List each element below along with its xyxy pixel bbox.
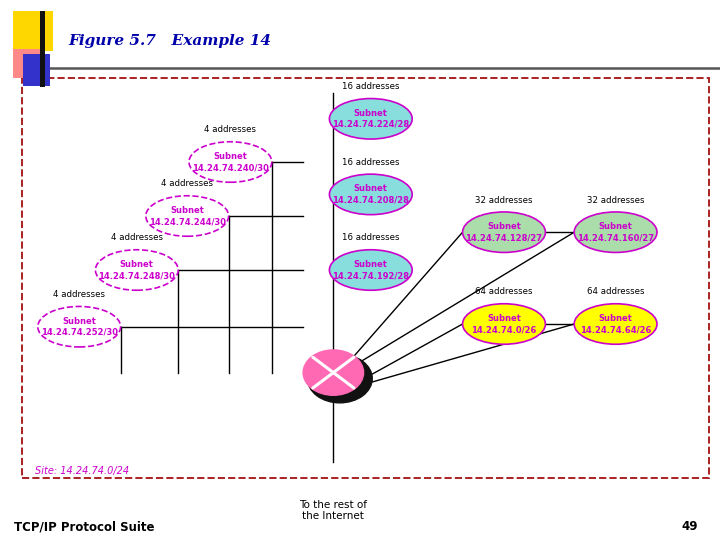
Text: Subnet
14.24.74.240/30: Subnet 14.24.74.240/30 (192, 152, 269, 172)
Text: 64 addresses: 64 addresses (587, 287, 644, 296)
Text: 32 addresses: 32 addresses (587, 195, 644, 205)
Ellipse shape (575, 303, 657, 345)
Text: Subnet
14.24.74.252/30: Subnet 14.24.74.252/30 (41, 316, 117, 337)
FancyBboxPatch shape (13, 49, 40, 78)
Text: 16 addresses: 16 addresses (342, 233, 400, 242)
Text: 49: 49 (682, 520, 698, 533)
Text: Subnet
14.24.74.224/28: Subnet 14.24.74.224/28 (332, 109, 410, 129)
FancyBboxPatch shape (13, 11, 53, 51)
Text: TCP/IP Protocol Suite: TCP/IP Protocol Suite (14, 520, 155, 533)
Text: Subnet
14.24.74.244/30: Subnet 14.24.74.244/30 (149, 206, 225, 226)
Circle shape (307, 354, 372, 403)
Circle shape (303, 350, 364, 395)
FancyBboxPatch shape (22, 78, 709, 478)
Text: Subnet
14.24.74.128/27: Subnet 14.24.74.128/27 (466, 222, 542, 242)
Text: Figure 5.7   Example 14: Figure 5.7 Example 14 (68, 33, 271, 48)
Text: Subnet
14.24.74.208/28: Subnet 14.24.74.208/28 (333, 184, 409, 205)
Ellipse shape (95, 249, 179, 291)
Ellipse shape (189, 141, 272, 183)
Ellipse shape (330, 98, 412, 139)
Text: 4 addresses: 4 addresses (161, 179, 213, 188)
Ellipse shape (145, 195, 229, 237)
Text: Subnet
14.24.74.192/28: Subnet 14.24.74.192/28 (333, 260, 409, 280)
Text: Subnet
14.24.74.160/27: Subnet 14.24.74.160/27 (577, 222, 654, 242)
Ellipse shape (462, 303, 546, 345)
Text: Subnet
14.24.74.248/30: Subnet 14.24.74.248/30 (99, 260, 175, 280)
Text: Subnet
14.24.74.64/26: Subnet 14.24.74.64/26 (580, 314, 652, 334)
Ellipse shape (330, 249, 412, 291)
Ellipse shape (330, 174, 412, 214)
Text: 4 addresses: 4 addresses (53, 290, 105, 299)
Text: Site: 14.24.74.0/24: Site: 14.24.74.0/24 (35, 466, 129, 476)
FancyBboxPatch shape (23, 54, 50, 86)
Ellipse shape (38, 306, 121, 347)
Text: 16 addresses: 16 addresses (342, 82, 400, 91)
Ellipse shape (462, 212, 546, 253)
Text: 4 addresses: 4 addresses (204, 125, 256, 134)
Ellipse shape (575, 212, 657, 253)
Text: 32 addresses: 32 addresses (475, 195, 533, 205)
Text: 16 addresses: 16 addresses (342, 158, 400, 167)
Text: 64 addresses: 64 addresses (475, 287, 533, 296)
Text: 4 addresses: 4 addresses (111, 233, 163, 242)
Text: To the rest of
the Internet: To the rest of the Internet (300, 500, 367, 521)
FancyBboxPatch shape (40, 11, 45, 87)
Text: Subnet
14.24.74.0/26: Subnet 14.24.74.0/26 (472, 314, 536, 334)
